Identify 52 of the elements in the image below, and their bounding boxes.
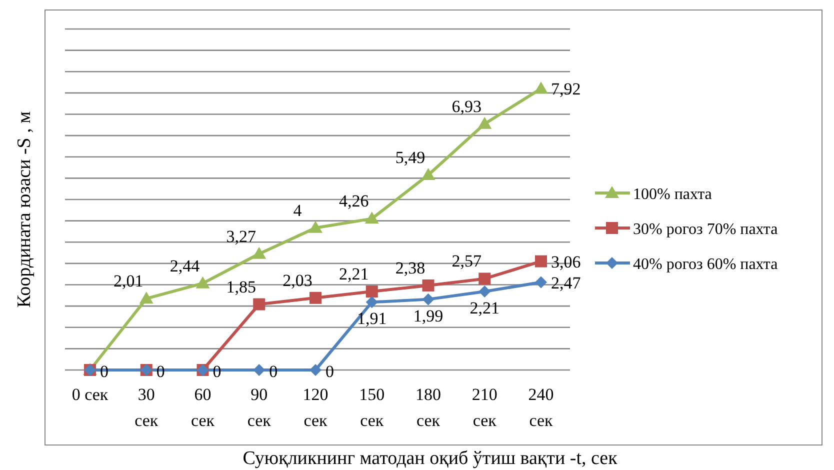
data-label: 1,91 (357, 309, 387, 328)
point (364, 212, 379, 224)
data-label: 2,57 (452, 252, 482, 271)
data-label: 6,93 (452, 96, 482, 116)
data-label: 1,99 (413, 306, 444, 326)
x-tick-label: 120 сек (302, 385, 328, 430)
x-tick-label: 0 сек (72, 385, 109, 404)
data-label: 2,38 (395, 258, 426, 278)
point (366, 286, 378, 298)
x-tick-label: 240 сек (528, 385, 554, 430)
point (422, 279, 434, 292)
point (535, 276, 547, 288)
x-axis-title: Суюқликнинг матодан оқиб ўтиш вақти -t, сек (242, 448, 618, 469)
point (478, 272, 491, 285)
data-label: 2,47 (551, 273, 582, 292)
data-label: 2,21 (339, 264, 369, 284)
x-tick-label: 60 сек (190, 385, 216, 430)
point (535, 255, 547, 268)
data-label: 2,01 (114, 272, 144, 291)
data-label: 2,21 (470, 298, 500, 318)
point (478, 286, 491, 298)
data-label: 4 (293, 200, 302, 220)
data-label: 5,49 (395, 148, 426, 167)
point (308, 220, 322, 233)
point (253, 298, 266, 310)
point (366, 296, 378, 308)
x-tick-label: 90 сек (247, 385, 272, 430)
legend-label: 40% рогоз 60% пахта (633, 256, 778, 273)
y-axis-title: Координата юзаси -S , м (14, 111, 35, 308)
point (252, 246, 266, 259)
point (310, 364, 322, 376)
x-tick-label: 30 сек (134, 385, 159, 430)
x-tick-label: 180 сек (416, 385, 441, 430)
point (196, 276, 210, 288)
data-label: 3,06 (551, 252, 581, 272)
x-tick-label: 150 сек (359, 385, 385, 430)
point (422, 293, 434, 306)
point (478, 116, 492, 129)
point (534, 82, 548, 94)
data-label: 4,26 (339, 192, 369, 211)
point (139, 292, 154, 304)
data-label: 2,03 (282, 270, 312, 290)
data-label: 3,27 (226, 226, 256, 246)
legend-label: 30% рогоз 70% пахта (633, 221, 778, 238)
data-label: 1,85 (226, 277, 256, 296)
point (421, 168, 436, 180)
legend-label: 100% пахта (633, 186, 712, 203)
data-label: 0 (326, 362, 334, 381)
point (310, 292, 322, 304)
data-label: 7,92 (551, 80, 581, 99)
data-label: 2,44 (170, 256, 200, 276)
x-tick-label: 210 сек (472, 385, 498, 430)
